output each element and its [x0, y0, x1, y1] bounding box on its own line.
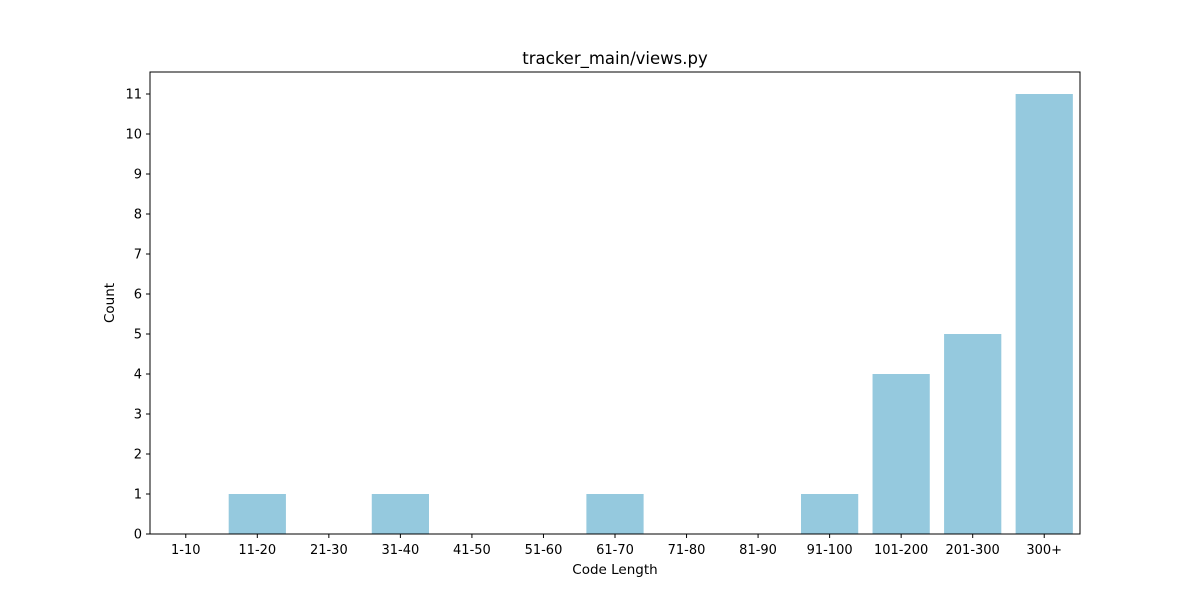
bar-11-20 — [228, 494, 286, 534]
bar-300+ — [1015, 94, 1073, 534]
x-tick-label: 91-100 — [807, 543, 853, 558]
y-axis-label: Count — [102, 283, 118, 323]
x-tick-label: 300+ — [1026, 543, 1062, 558]
y-tick-label: 10 — [125, 128, 142, 143]
x-tick-label: 61-70 — [596, 543, 634, 558]
y-tick-label: 7 — [134, 248, 142, 263]
y-tick-label: 9 — [134, 168, 142, 183]
y-tick-label: 1 — [134, 488, 142, 503]
y-tick-label: 11 — [125, 88, 142, 103]
x-axis-ticks: 1-10 11-20 21-30 31-40 41-50 51-60 61-70 71-80 8… — [171, 534, 1062, 558]
x-tick-label: 31-40 — [381, 543, 419, 558]
bars-group — [228, 94, 1073, 534]
y-tick-label: 6 — [134, 288, 142, 303]
bar-201-300 — [944, 334, 1002, 534]
y-tick-label: 5 — [134, 328, 142, 343]
x-axis-label: Code Length — [572, 562, 657, 578]
y-tick-label: 3 — [134, 408, 142, 423]
x-tick-label: 21-30 — [310, 543, 348, 558]
bar-31-40 — [371, 494, 429, 534]
y-tick-label: 8 — [134, 208, 142, 223]
x-tick-label: 51-60 — [525, 543, 563, 558]
chart-title: tracker_main/views.py — [522, 49, 708, 69]
bar-101-200 — [872, 374, 930, 534]
bar-91-100 — [801, 494, 859, 534]
x-tick-label: 41-50 — [453, 543, 491, 558]
x-tick-label: 101-200 — [874, 543, 928, 558]
x-tick-label: 81-90 — [739, 543, 777, 558]
y-axis-ticks: 0 1 2 3 4 5 6 7 8 9 10 11 — [125, 88, 150, 543]
y-tick-label: 4 — [134, 368, 142, 383]
y-tick-label: 2 — [134, 448, 142, 463]
x-tick-label: 11-20 — [238, 543, 276, 558]
bar-61-70 — [586, 494, 644, 534]
x-tick-label: 201-300 — [946, 543, 1000, 558]
y-tick-label: 0 — [134, 528, 142, 543]
x-tick-label: 1-10 — [171, 543, 201, 558]
x-tick-label: 71-80 — [668, 543, 706, 558]
